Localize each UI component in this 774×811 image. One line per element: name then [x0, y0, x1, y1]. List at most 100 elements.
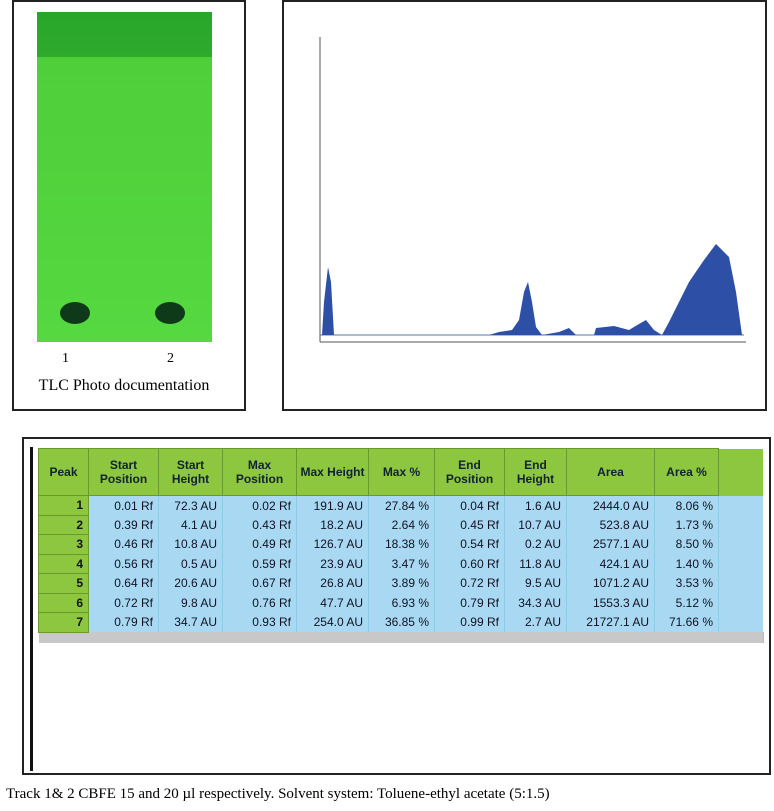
cell: 0.45 Rf — [434, 515, 505, 535]
header-cell: Area % — [654, 448, 719, 496]
cell: 2577.1 AU — [566, 534, 655, 554]
cell: 1071.2 AU — [566, 573, 655, 593]
cell: 1553.3 AU — [566, 593, 655, 613]
cell: 0.02 Rf — [222, 495, 297, 515]
table-panel — [22, 437, 771, 775]
cell: 27.84 % — [368, 495, 435, 515]
cell: 126.7 AU — [296, 534, 369, 554]
header-cell: End Position — [434, 448, 505, 496]
blank-cell — [718, 593, 763, 613]
cell: 8.50 % — [654, 534, 719, 554]
cell: 47.7 AU — [296, 593, 369, 613]
peak-cell: 7 — [38, 612, 89, 633]
header-cell: Peak — [38, 448, 89, 496]
cell: 1.73 % — [654, 515, 719, 535]
cell: 8.06 % — [654, 495, 719, 515]
row: 5 0.64 Rf 20.6 AU 0.67 Rf 26.8 AU 3.89 % 0.72 … — [38, 573, 763, 594]
cell: 3.53 % — [654, 573, 719, 593]
chromatogram — [319, 37, 746, 343]
cell: 0.5 AU — [158, 554, 223, 574]
header-cell: Max Position — [222, 448, 297, 496]
cell: 26.8 AU — [296, 573, 369, 593]
row: 2 0.39 Rf 4.1 AU 0.43 Rf 18.2 AU 2.64 % 0.45 R… — [38, 514, 763, 535]
cell: 72.3 AU — [158, 495, 223, 515]
cell: 9.5 AU — [504, 573, 567, 593]
chromatogram-panel — [282, 0, 767, 411]
cell: 23.9 AU — [296, 554, 369, 574]
row: 6 0.72 Rf 9.8 AU 0.76 Rf 47.7 AU 6.93 % 0.79 R… — [38, 592, 763, 613]
solvent-front — [37, 12, 212, 57]
peak-cell: 6 — [38, 592, 89, 613]
cell: 9.8 AU — [158, 593, 223, 613]
cell: 4.1 AU — [158, 515, 223, 535]
cell: 20.6 AU — [158, 573, 223, 593]
cell: 0.60 Rf — [434, 554, 505, 574]
tlc-svg: 1 2 TLC Photo documentation — [37, 12, 212, 394]
cell: 0.79 Rf — [88, 612, 159, 632]
peak-table: Peak Start Position Start Height Max Positi… — [38, 448, 764, 643]
row: 4 0.56 Rf 0.5 AU 0.59 Rf 23.9 AU 3.47 % 0.60 R… — [38, 553, 763, 574]
cell: 2444.0 AU — [566, 495, 655, 515]
header-cell: Start Position — [88, 448, 159, 496]
blank-cell — [718, 515, 763, 535]
cell: 5.12 % — [654, 593, 719, 613]
header-cell: Start Height — [158, 448, 223, 496]
tlc-caption: TLC Photo documentation — [39, 377, 210, 394]
cell: 71.66 % — [654, 612, 719, 632]
cell: 6.93 % — [368, 593, 435, 613]
header-cell: End Height — [504, 448, 567, 496]
header-cell: Max Height — [296, 448, 369, 496]
cell: 0.93 Rf — [222, 612, 297, 632]
cell: 0.59 Rf — [222, 554, 297, 574]
cell: 3.47 % — [368, 554, 435, 574]
footer-row — [38, 632, 764, 643]
header-cell: Max % — [368, 448, 435, 496]
cell: 0.99 Rf — [434, 612, 505, 632]
blank-cell — [718, 554, 763, 574]
peak-cell: 4 — [38, 553, 89, 574]
tlc-panel: 1 2 TLC Photo documentation — [12, 0, 246, 411]
cell: 18.2 AU — [296, 515, 369, 535]
lane-label: 2 — [167, 351, 174, 366]
cell: 34.3 AU — [504, 593, 567, 613]
blank-cell — [718, 448, 763, 496]
cell: 0.49 Rf — [222, 534, 297, 554]
peak-cell: 2 — [38, 514, 89, 535]
row: 1 0.01 Rf 72.3 AU 0.02 Rf 191.9 AU 27.84 % 0.0… — [38, 495, 763, 516]
peak-cell: 3 — [38, 534, 89, 555]
cell: 18.38 % — [368, 534, 435, 554]
cell: 254.0 AU — [296, 612, 369, 632]
cell: 1.40 % — [654, 554, 719, 574]
blank-cell — [718, 612, 763, 632]
cell: 0.76 Rf — [222, 593, 297, 613]
divider — [30, 447, 33, 771]
cell: 10.8 AU — [158, 534, 223, 554]
cell: 0.56 Rf — [88, 554, 159, 574]
cell: 0.67 Rf — [222, 573, 297, 593]
blank-cell — [718, 495, 763, 515]
cell: 0.2 AU — [504, 534, 567, 554]
cell: 3.89 % — [368, 573, 435, 593]
cell: 0.72 Rf — [88, 593, 159, 613]
cell: 0.79 Rf — [434, 593, 505, 613]
row: 3 0.46 Rf 10.8 AU 0.49 Rf 126.7 AU 18.38 % 0.5… — [38, 534, 763, 555]
cell: 2.7 AU — [504, 612, 567, 632]
peak-cell: 1 — [38, 495, 89, 516]
cell: 21727.1 AU — [566, 612, 655, 632]
footer-cell — [38, 632, 764, 643]
header-row: Peak Start Position Start Height Max Positi… — [38, 448, 763, 496]
cell: 2.64 % — [368, 515, 435, 535]
cell: 191.9 AU — [296, 495, 369, 515]
tlc-plate — [37, 12, 212, 342]
lane-label: 1 — [62, 351, 69, 366]
figure-caption: Track 1& 2 CBFE 15 and 20 µl respectivel… — [6, 786, 550, 802]
peak-trace — [322, 244, 742, 335]
cell: 0.43 Rf — [222, 515, 297, 535]
cell: 424.1 AU — [566, 554, 655, 574]
cell: 0.46 Rf — [88, 534, 159, 554]
peak-cell: 5 — [38, 573, 89, 594]
cell: 0.01 Rf — [88, 495, 159, 515]
cell: 1.6 AU — [504, 495, 567, 515]
cell: 523.8 AU — [566, 515, 655, 535]
